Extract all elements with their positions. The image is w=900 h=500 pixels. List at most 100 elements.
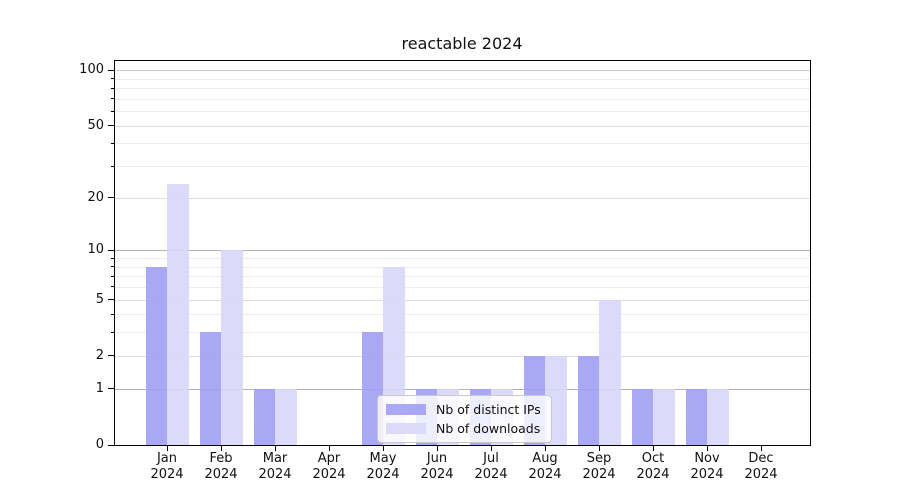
y-tick-label-0: 0 bbox=[95, 437, 104, 452]
x-tick-month-oct: Oct bbox=[641, 451, 665, 466]
x-tick-label-may: May 2024 bbox=[353, 451, 413, 482]
gridline-10 bbox=[115, 250, 810, 252]
bar-nb-of-distinct-ips-sep bbox=[577, 355, 599, 445]
x-tick-month-jan: Jan bbox=[156, 451, 178, 466]
x-tick-label-oct: Oct 2024 bbox=[623, 451, 683, 482]
bar-nb-of-downloads-oct bbox=[653, 388, 675, 445]
x-tick-year-jan: 2024 bbox=[150, 466, 184, 482]
y-tick-minor-8 bbox=[111, 266, 114, 267]
x-tick-label-jul: Jul 2024 bbox=[461, 451, 521, 482]
y-tick-label-10: 10 bbox=[87, 242, 104, 258]
y-tick-minor-90 bbox=[111, 78, 114, 80]
x-tick-mar bbox=[274, 446, 276, 451]
y-tick-label-5: 5 bbox=[95, 291, 104, 307]
gridline-100 bbox=[115, 70, 810, 72]
y-tick-20 bbox=[108, 197, 114, 199]
x-tick-label-jan: Jan 2024 bbox=[137, 451, 197, 482]
legend-label-downloads: Nb of downloads bbox=[436, 421, 541, 436]
bar-nb-of-distinct-ips-feb bbox=[199, 332, 221, 445]
y-tick-minor-80 bbox=[111, 87, 114, 89]
gridline-minor-3 bbox=[115, 332, 810, 334]
bar-nb-of-downloads-feb bbox=[221, 250, 243, 445]
gridline-minor-6 bbox=[115, 286, 810, 288]
x-tick-apr bbox=[328, 446, 330, 451]
gridline-minor-60 bbox=[115, 111, 810, 113]
x-tick-year-dec: 2024 bbox=[744, 466, 778, 482]
y-tick-label-2: 2 bbox=[95, 347, 104, 363]
y-tick-minor-9 bbox=[111, 257, 114, 259]
chart-title: reactable 2024 bbox=[401, 34, 523, 53]
x-tick-label-feb: Feb 2024 bbox=[191, 451, 251, 482]
x-tick-jan bbox=[166, 446, 168, 451]
y-tick-minor-4 bbox=[111, 313, 114, 315]
bar-nb-of-downloads-nov bbox=[707, 388, 729, 445]
x-tick-feb bbox=[220, 446, 222, 451]
gridline-1 bbox=[115, 388, 810, 390]
gridline-2 bbox=[115, 355, 810, 357]
x-tick-year-mar: 2024 bbox=[258, 466, 292, 482]
x-tick-jun bbox=[436, 446, 438, 451]
x-tick-label-mar: Mar 2024 bbox=[245, 451, 305, 482]
bar-nb-of-distinct-ips-nov bbox=[685, 388, 707, 445]
x-tick-dec bbox=[760, 446, 762, 451]
y-tick-100 bbox=[108, 69, 114, 71]
x-tick-label-aug: Aug 2024 bbox=[515, 451, 575, 482]
bar-nb-of-distinct-ips-mar bbox=[253, 388, 275, 445]
gridline-minor-80 bbox=[115, 88, 810, 89]
bar-nb-of-distinct-ips-oct bbox=[631, 388, 653, 445]
y-tick-minor-30 bbox=[111, 165, 114, 167]
y-tick-minor-70 bbox=[111, 98, 114, 100]
x-tick-label-jun: Jun 2024 bbox=[407, 451, 467, 482]
gridline-50 bbox=[115, 125, 810, 127]
x-tick-year-oct: 2024 bbox=[636, 466, 670, 482]
legend-swatch-downloads bbox=[386, 423, 426, 434]
gridline-20 bbox=[115, 197, 810, 199]
y-tick-50 bbox=[108, 125, 114, 127]
y-tick-10 bbox=[108, 249, 114, 251]
x-tick-year-nov: 2024 bbox=[690, 466, 724, 482]
x-tick-nov bbox=[706, 446, 708, 451]
y-tick-minor-3 bbox=[111, 331, 114, 333]
plot-area: Nb of distinct IPs Nb of downloads bbox=[114, 60, 811, 446]
x-tick-year-may: 2024 bbox=[366, 466, 400, 482]
gridline-minor-70 bbox=[115, 98, 810, 100]
legend-item-distinct-ips: Nb of distinct IPs bbox=[386, 402, 541, 417]
x-tick-year-jul: 2024 bbox=[474, 466, 508, 482]
x-tick-month-jul: Jul bbox=[483, 451, 499, 466]
y-tick-minor-7 bbox=[111, 275, 114, 277]
x-tick-may bbox=[382, 446, 384, 451]
x-tick-month-apr: Apr bbox=[317, 451, 341, 466]
gridline-minor-7 bbox=[115, 276, 810, 278]
x-tick-year-feb: 2024 bbox=[204, 466, 238, 482]
y-tick-label-1: 1 bbox=[95, 380, 104, 396]
gridline-minor-4 bbox=[115, 314, 810, 316]
x-tick-year-jun: 2024 bbox=[420, 466, 454, 482]
bar-nb-of-downloads-mar bbox=[275, 388, 297, 445]
x-tick-label-nov: Nov 2024 bbox=[677, 451, 737, 482]
x-tick-month-feb: Feb bbox=[209, 451, 233, 466]
gridline-minor-90 bbox=[115, 78, 810, 80]
x-tick-label-sep: Sep 2024 bbox=[569, 451, 629, 482]
x-tick-month-nov: Nov bbox=[694, 451, 720, 466]
x-tick-label-dec: Dec 2024 bbox=[731, 451, 791, 482]
bar-nb-of-distinct-ips-jan bbox=[145, 266, 167, 445]
legend-item-downloads: Nb of downloads bbox=[386, 421, 541, 436]
y-tick-minor-60 bbox=[111, 110, 114, 112]
x-tick-month-aug: Aug bbox=[532, 451, 558, 466]
x-tick-label-apr: Apr 2024 bbox=[299, 451, 359, 482]
x-tick-year-aug: 2024 bbox=[528, 466, 562, 482]
x-tick-aug bbox=[544, 446, 546, 451]
gridline-minor-9 bbox=[115, 258, 810, 259]
y-tick-minor-6 bbox=[111, 286, 114, 288]
gridline-minor-8 bbox=[115, 266, 810, 268]
x-tick-month-dec: Dec bbox=[748, 451, 774, 466]
x-tick-jul bbox=[490, 446, 492, 451]
legend-swatch-distinct-ips bbox=[386, 404, 426, 415]
y-tick-label-100: 100 bbox=[79, 62, 104, 78]
x-tick-month-jun: Jun bbox=[426, 451, 448, 466]
y-tick-minor-40 bbox=[111, 142, 114, 144]
x-tick-year-apr: 2024 bbox=[312, 466, 346, 482]
gridline-5 bbox=[115, 299, 810, 301]
bar-nb-of-downloads-sep bbox=[599, 299, 621, 445]
